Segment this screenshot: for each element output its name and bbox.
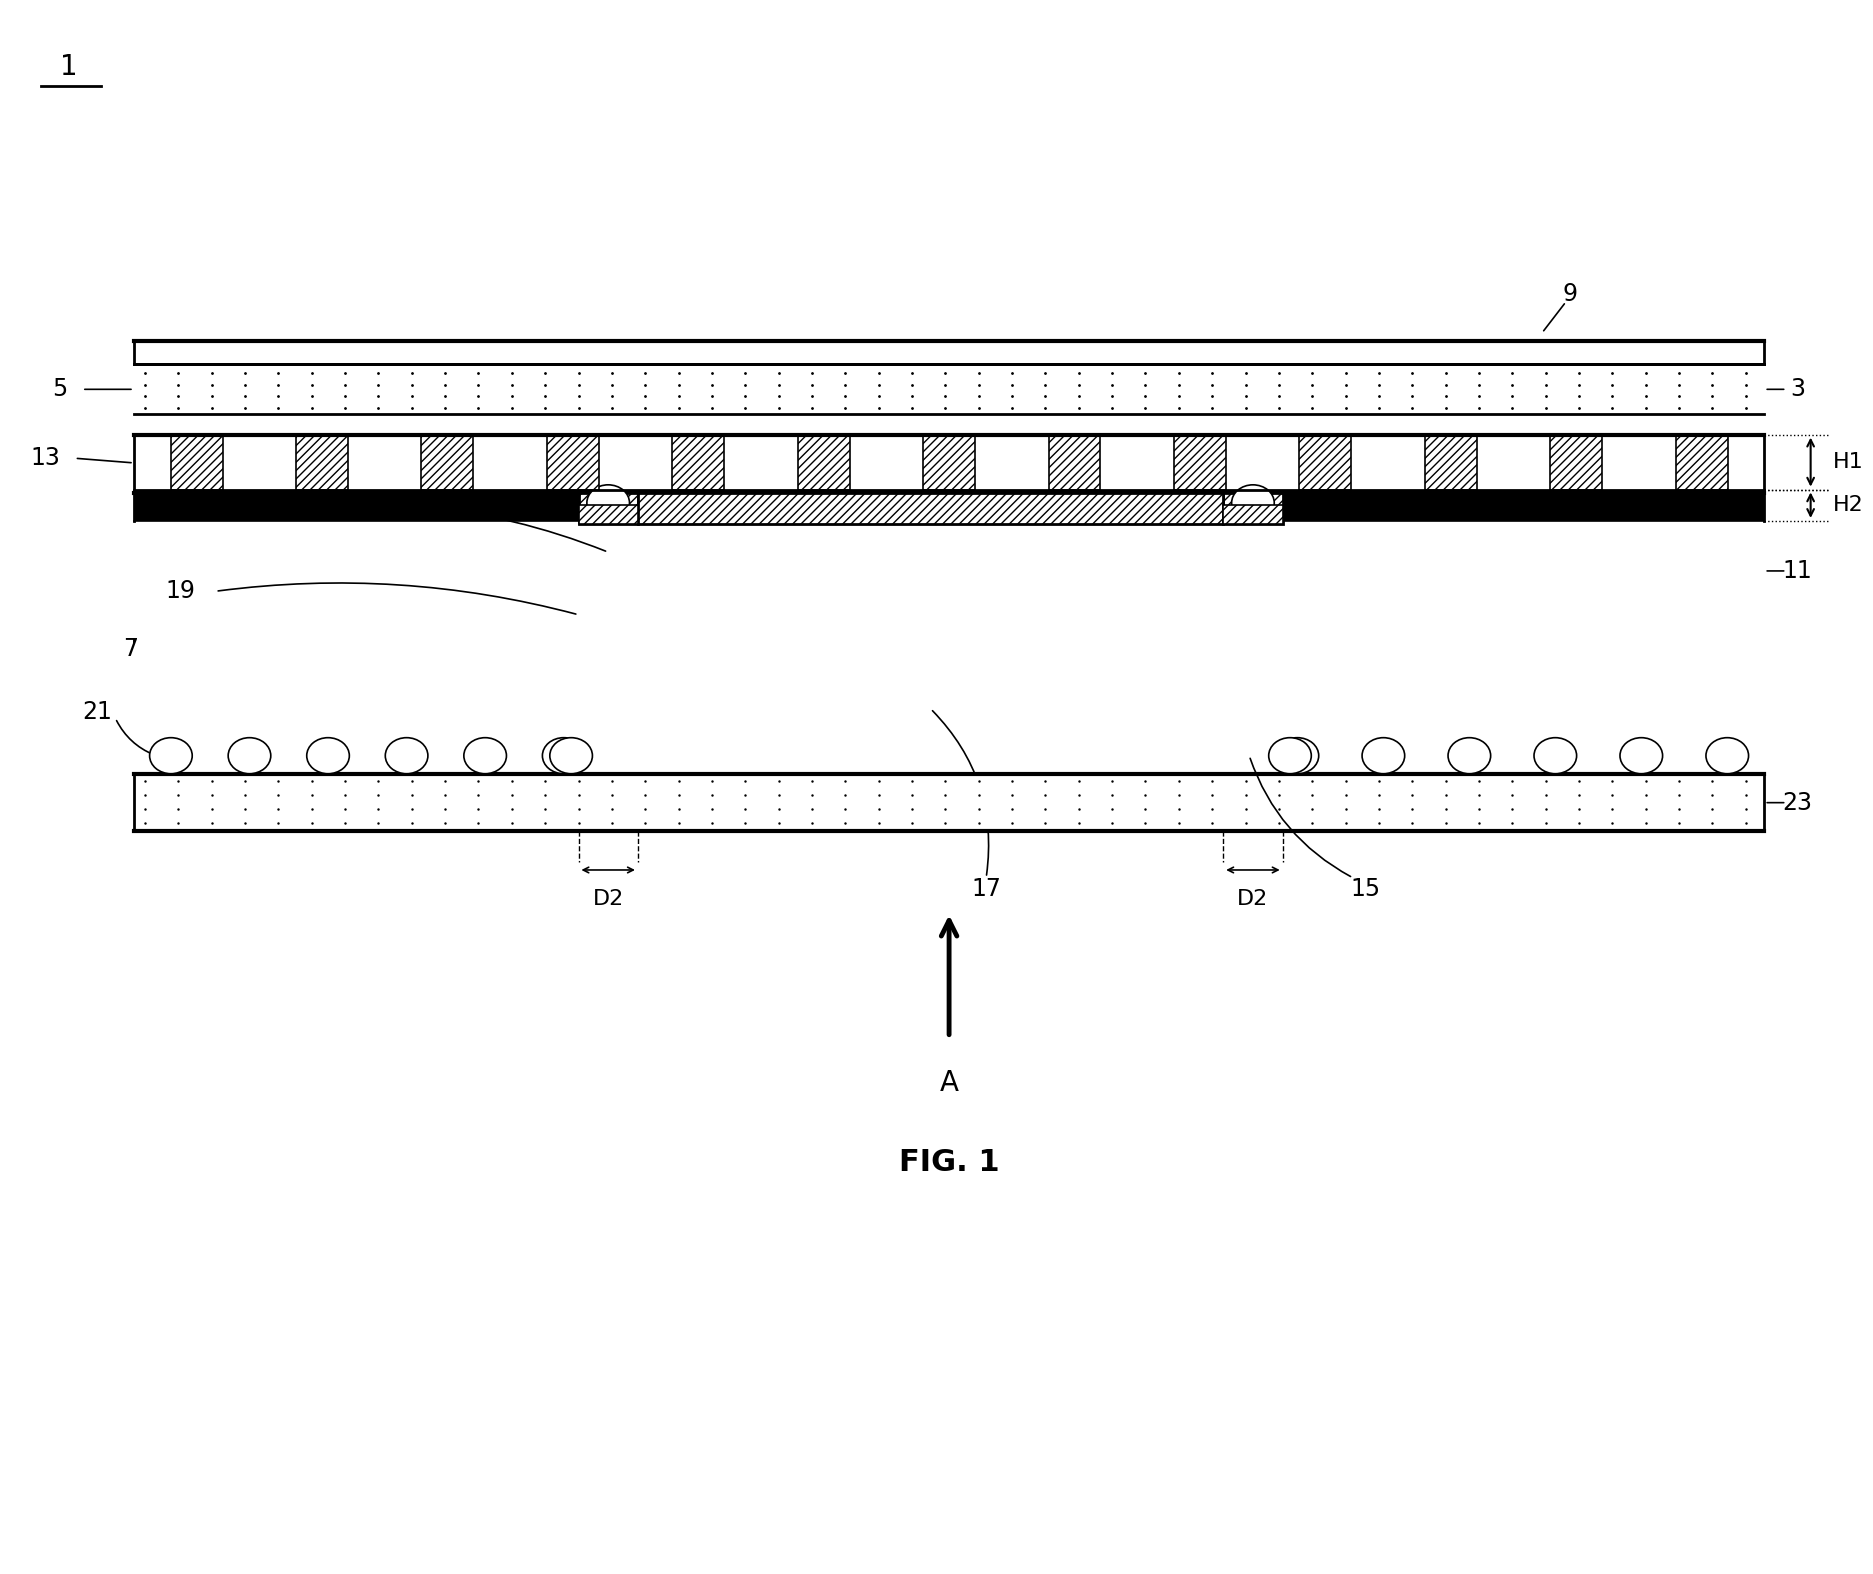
Bar — [1425, 434, 1476, 490]
Text: D2: D2 — [592, 889, 624, 908]
Circle shape — [386, 738, 427, 774]
Bar — [1551, 434, 1601, 490]
Bar — [547, 434, 599, 490]
Bar — [1174, 434, 1225, 490]
Text: 21: 21 — [174, 496, 204, 521]
Text: 13: 13 — [30, 445, 60, 471]
Bar — [133, 364, 1764, 414]
Circle shape — [586, 485, 629, 521]
Text: H2: H2 — [1834, 496, 1864, 515]
Text: D2: D2 — [1238, 889, 1268, 908]
Circle shape — [1706, 738, 1749, 774]
Circle shape — [1362, 738, 1405, 774]
Bar — [296, 434, 348, 490]
Bar — [579, 505, 639, 524]
Bar — [170, 434, 223, 490]
Circle shape — [1534, 738, 1577, 774]
Text: 3: 3 — [1791, 378, 1806, 401]
Bar — [1049, 434, 1101, 490]
Bar — [1174, 434, 1225, 490]
Circle shape — [229, 738, 272, 774]
Bar — [923, 434, 976, 490]
Text: 7: 7 — [122, 637, 137, 661]
Bar — [296, 434, 348, 490]
Bar — [170, 434, 223, 490]
Circle shape — [1620, 738, 1663, 774]
Circle shape — [543, 738, 584, 774]
Bar — [798, 434, 850, 490]
Bar — [639, 493, 1223, 524]
Bar — [1223, 505, 1283, 524]
Bar — [639, 493, 1223, 524]
Circle shape — [1232, 485, 1274, 521]
Text: 17: 17 — [972, 877, 1000, 900]
Circle shape — [551, 738, 592, 774]
Bar — [1223, 493, 1283, 524]
Bar — [133, 774, 1764, 831]
Text: FIG. 1: FIG. 1 — [899, 1149, 1000, 1177]
Circle shape — [307, 738, 350, 774]
Bar — [1223, 505, 1283, 524]
Text: 21: 21 — [82, 700, 112, 724]
Bar — [798, 434, 850, 490]
Circle shape — [150, 738, 193, 774]
Bar — [1676, 434, 1727, 490]
Text: 23: 23 — [1783, 790, 1813, 815]
Text: H1: H1 — [1834, 452, 1864, 472]
FancyArrowPatch shape — [933, 711, 989, 875]
Bar — [672, 434, 725, 490]
Circle shape — [1276, 738, 1319, 774]
Bar — [133, 493, 1764, 521]
Bar — [1676, 434, 1727, 490]
Bar — [1049, 434, 1101, 490]
Text: 9: 9 — [1562, 282, 1577, 305]
Text: 15: 15 — [1350, 877, 1380, 900]
Circle shape — [1268, 738, 1311, 774]
Circle shape — [465, 738, 506, 774]
Bar — [923, 434, 976, 490]
Bar — [547, 434, 599, 490]
Circle shape — [1448, 738, 1491, 774]
Text: 1: 1 — [60, 54, 79, 80]
Text: 11: 11 — [1783, 559, 1813, 582]
Bar — [1300, 434, 1350, 490]
Bar — [672, 434, 725, 490]
Bar — [1223, 493, 1283, 524]
Bar — [579, 505, 639, 524]
Bar — [133, 342, 1764, 364]
Text: A: A — [940, 1069, 959, 1097]
Bar — [1551, 434, 1601, 490]
Bar — [421, 434, 474, 490]
Bar — [1425, 434, 1476, 490]
Bar — [421, 434, 474, 490]
Text: 19: 19 — [165, 579, 195, 603]
Bar — [1300, 434, 1350, 490]
Bar — [579, 493, 639, 524]
Text: 5: 5 — [52, 378, 67, 401]
Bar — [579, 493, 639, 524]
